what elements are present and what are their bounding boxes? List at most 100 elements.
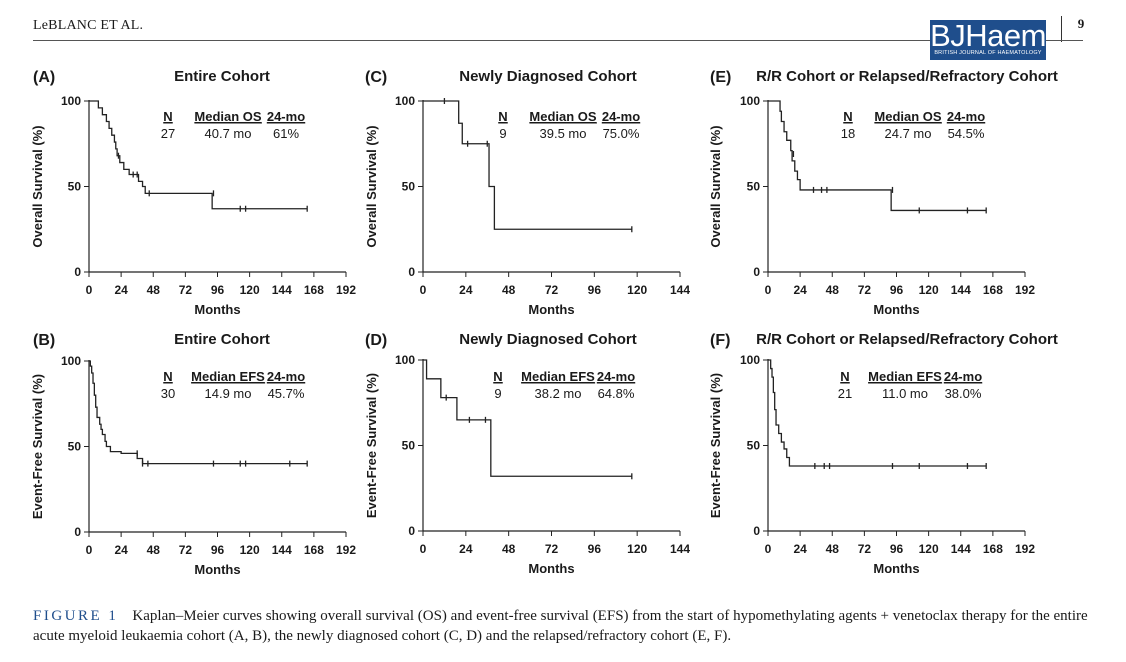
x-tick-label: 168: [983, 542, 1003, 556]
x-tick-label: 0: [86, 543, 93, 557]
x-axis-label: Months: [873, 561, 919, 576]
x-tick-label: 192: [1015, 542, 1035, 556]
y-tick-label: 0: [74, 265, 81, 279]
stats-value: 54.5%: [948, 126, 985, 141]
y-tick-label: 50: [747, 180, 761, 194]
x-tick-label: 72: [179, 543, 193, 557]
stats-value: 64.8%: [598, 386, 635, 401]
panel-label: (B): [33, 332, 55, 349]
stats-header: Median OS: [529, 109, 597, 124]
y-tick-label: 100: [395, 353, 415, 367]
x-tick-label: 0: [420, 542, 427, 556]
page-divider: [1061, 16, 1062, 42]
x-tick-label: 144: [670, 283, 690, 297]
panel-title: Newly Diagnosed Cohort: [459, 68, 637, 85]
panel-title: Entire Cohort: [174, 331, 270, 348]
y-axis-label: Event-Free Survival (%): [364, 373, 379, 518]
x-tick-label: 168: [304, 543, 324, 557]
x-tick-label: 24: [459, 542, 473, 556]
caption-text: Kaplan–Meier curves showing overall surv…: [33, 608, 1088, 644]
page-number: 9: [1077, 16, 1085, 31]
x-tick-label: 192: [336, 543, 356, 557]
x-tick-label: 144: [272, 283, 292, 297]
y-axis-label: Overall Survival (%): [364, 125, 379, 247]
y-tick-label: 50: [747, 439, 761, 453]
x-tick-label: 48: [502, 542, 516, 556]
x-tick-label: 120: [240, 283, 260, 297]
y-axis-label: Event-Free Survival (%): [708, 373, 723, 518]
stats-value: 61%: [273, 126, 299, 141]
x-tick-label: 144: [670, 542, 690, 556]
y-tick-label: 100: [740, 94, 760, 108]
panel-title: Newly Diagnosed Cohort: [459, 331, 637, 348]
panel-label: (C): [365, 69, 387, 86]
logo-main-text: BJHaem: [930, 18, 1046, 53]
x-axis-label: Months: [528, 561, 574, 576]
x-tick-label: 168: [983, 283, 1003, 297]
stats-value: 9: [494, 386, 501, 401]
x-tick-label: 72: [179, 283, 193, 297]
stats-value: 40.7 mo: [205, 126, 252, 141]
stats-header: N: [163, 369, 172, 384]
x-axis-label: Months: [873, 302, 919, 317]
x-tick-label: 24: [114, 543, 128, 557]
stats-header: Median EFS: [191, 369, 265, 384]
panel-title: R/R Cohort or Relapsed/Refractory Cohort: [756, 331, 1058, 348]
x-tick-label: 48: [826, 283, 840, 297]
x-tick-label: 48: [826, 542, 840, 556]
stats-value: 27: [161, 126, 175, 141]
y-tick-label: 50: [402, 180, 416, 194]
y-tick-label: 50: [68, 180, 82, 194]
x-tick-label: 144: [272, 543, 292, 557]
x-tick-label: 72: [858, 283, 872, 297]
y-axis-label: Overall Survival (%): [30, 125, 45, 247]
x-tick-label: 192: [336, 283, 356, 297]
stats-header: 24-mo: [602, 109, 640, 124]
x-tick-label: 72: [858, 542, 872, 556]
stats-value: 9: [499, 126, 506, 141]
stats-header: 24-mo: [947, 109, 985, 124]
stats-header: 24-mo: [267, 369, 305, 384]
y-tick-label: 50: [68, 440, 82, 454]
x-tick-label: 120: [919, 283, 939, 297]
panel-label: (E): [710, 69, 731, 86]
x-tick-label: 0: [420, 283, 427, 297]
x-axis-label: Months: [194, 302, 240, 317]
y-tick-label: 0: [74, 525, 81, 539]
stats-header: Median EFS: [868, 369, 942, 384]
stats-header: N: [843, 109, 852, 124]
x-tick-label: 96: [588, 283, 602, 297]
y-tick-label: 0: [753, 265, 760, 279]
y-tick-label: 0: [408, 265, 415, 279]
panel-label: (D): [365, 332, 387, 349]
x-tick-label: 144: [951, 283, 971, 297]
x-tick-label: 24: [793, 283, 807, 297]
x-tick-label: 24: [459, 283, 473, 297]
logo-sub-text: BRITISH JOURNAL OF HAEMATOLOGY: [934, 50, 1042, 56]
stats-header: N: [498, 109, 507, 124]
x-tick-label: 96: [211, 543, 225, 557]
stats-header: Median OS: [874, 109, 942, 124]
y-tick-label: 100: [61, 94, 81, 108]
x-tick-label: 120: [627, 542, 647, 556]
y-tick-label: 100: [740, 353, 760, 367]
caption-label: FIGURE 1: [33, 608, 119, 624]
x-tick-label: 120: [627, 283, 647, 297]
x-tick-label: 24: [114, 283, 128, 297]
stats-value: 39.5 mo: [540, 126, 587, 141]
x-tick-label: 0: [765, 542, 772, 556]
survival-curve: [423, 100, 632, 230]
x-tick-label: 48: [147, 283, 161, 297]
x-tick-label: 144: [951, 542, 971, 556]
journal-logo: BJHaem BRITISH JOURNAL OF HAEMATOLOGY: [930, 18, 1046, 60]
y-tick-label: 0: [753, 524, 760, 538]
x-tick-label: 96: [890, 283, 904, 297]
stats-value: 45.7%: [268, 386, 305, 401]
x-tick-label: 96: [211, 283, 225, 297]
stats-header: Median EFS: [521, 369, 595, 384]
stats-header: N: [163, 109, 172, 124]
stats-header: 24-mo: [597, 369, 635, 384]
x-tick-label: 72: [545, 542, 559, 556]
x-tick-label: 96: [588, 542, 602, 556]
x-tick-label: 192: [1015, 283, 1035, 297]
